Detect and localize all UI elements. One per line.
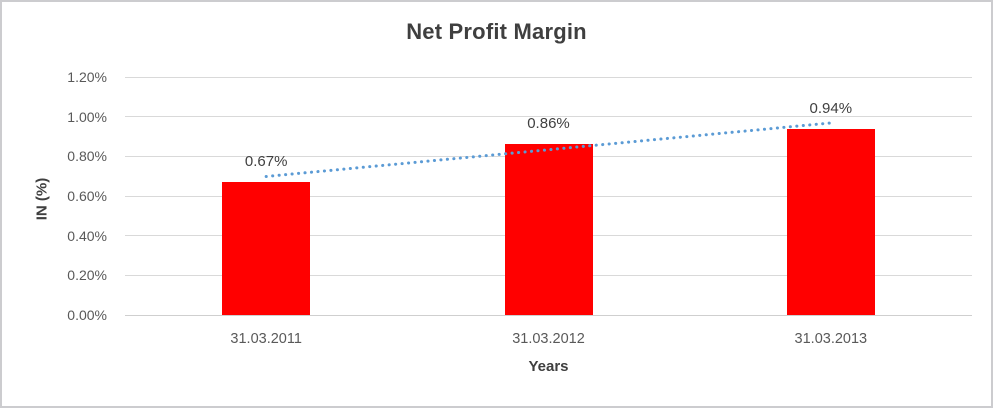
trendline	[264, 121, 833, 178]
y-tick-label: 0.00%	[67, 307, 107, 323]
y-tick-label: 1.00%	[67, 108, 107, 125]
y-tick-label: 0.80%	[67, 148, 107, 165]
gridline	[125, 116, 972, 118]
bar-value-label: 0.86%	[527, 115, 570, 133]
x-tick-label: 31.03.2011	[230, 331, 302, 347]
chart-title: Net Profit Margin	[406, 19, 587, 44]
y-axis-tick-labels: 0.00% 0.20% 0.40% 0.60% 0.80% 1.00% 1.20%	[2, 69, 107, 323]
bar	[786, 128, 875, 315]
y-tick-label: 0.60%	[67, 188, 107, 204]
x-axis-line	[125, 314, 972, 316]
y-tick-label: 0.20%	[67, 267, 107, 284]
x-axis-title: Years	[528, 358, 569, 375]
y-tick-label: 1.20%	[67, 69, 107, 85]
y-tick-label: 0.40%	[67, 227, 107, 244]
bar-value-label: 0.94%	[809, 99, 853, 117]
x-tick-label: 31.03.2013	[794, 331, 868, 347]
x-tick-label: 31.03.2012	[512, 331, 585, 347]
bar	[504, 144, 593, 315]
x-axis-tick-labels: 31.03.2011 31.03.2012 31.03.2013	[125, 329, 972, 349]
plot-area: 0.67% 0.86% 0.94%	[125, 76, 972, 316]
gridline	[125, 76, 972, 78]
bar-value-label: 0.67%	[244, 153, 288, 171]
bar	[222, 182, 311, 315]
